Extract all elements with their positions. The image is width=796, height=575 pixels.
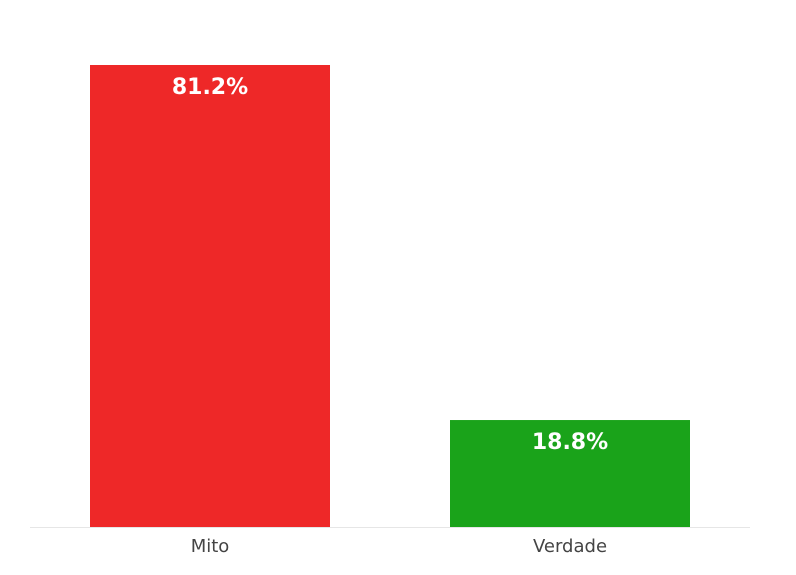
bar (450, 420, 690, 527)
value-label: 18.8% (532, 430, 608, 455)
value-label: 81.2% (172, 75, 248, 100)
bar (90, 65, 330, 527)
x-tick-label: Mito (191, 536, 230, 557)
x-tick-label: Verdade (533, 536, 607, 557)
